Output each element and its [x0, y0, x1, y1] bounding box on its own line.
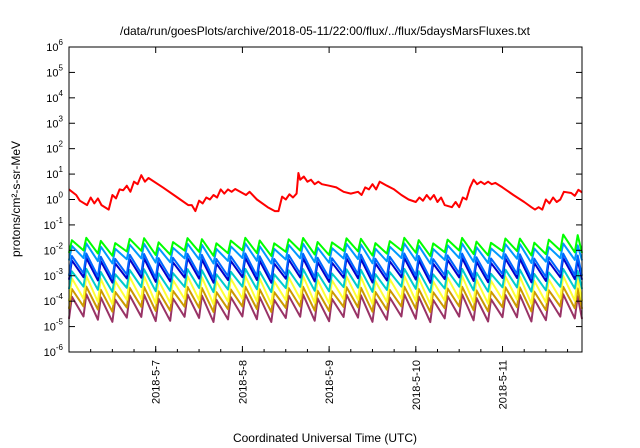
- x-tick-label: 2018-5-8: [237, 360, 249, 404]
- y-axis-label: protons/cm²-s-sr-MeV: [9, 141, 23, 257]
- series-line-8: [68, 285, 583, 313]
- y-tick-label: 105: [46, 63, 63, 79]
- plot-area: [68, 172, 583, 324]
- x-tick-label: 2018-5-11: [498, 360, 510, 409]
- x-tick-label: 2018-5-10: [411, 360, 423, 410]
- series-line-4: [68, 252, 583, 280]
- y-tick-label: 10-4: [44, 292, 64, 308]
- y-tick-label: 10-1: [44, 216, 64, 232]
- x-axis: 2018-5-7 2018-5-8 2018-5-9 2018-5-10 2018-5-…: [68, 47, 569, 410]
- series-line-1: [68, 172, 583, 213]
- y-tick-label: 10-5: [44, 318, 64, 334]
- series-line-5: [68, 257, 583, 284]
- y-axis: 106 105 104 103 102 101 100 10-1 10-2 10-3 10-4 10-…: [44, 38, 582, 359]
- y-tick-label: 103: [46, 114, 63, 130]
- x-axis-label: Coordinated Universal Time (UTC): [233, 431, 417, 445]
- x-tick-label: 2018-5-9: [324, 360, 336, 404]
- series-line-9: [68, 293, 583, 324]
- series-line-6: [68, 267, 583, 294]
- y-tick-label: 104: [46, 89, 63, 105]
- y-tick-label: 10-2: [44, 241, 64, 257]
- series-line-7: [68, 274, 583, 306]
- chart-title: /data/run/goesPlots/archive/2018-05-11/2…: [120, 24, 531, 38]
- y-tick-label: 100: [46, 191, 63, 207]
- y-tick-label: 10-3: [44, 267, 64, 283]
- series-line-2: [68, 233, 583, 257]
- series-line-3: [68, 242, 583, 265]
- y-tick-label: 10-6: [44, 343, 64, 359]
- y-tick-label: 106: [46, 38, 63, 54]
- y-tick-label: 101: [46, 165, 63, 181]
- x-tick-label: 2018-5-7: [151, 360, 163, 404]
- y-tick-label: 102: [46, 140, 63, 156]
